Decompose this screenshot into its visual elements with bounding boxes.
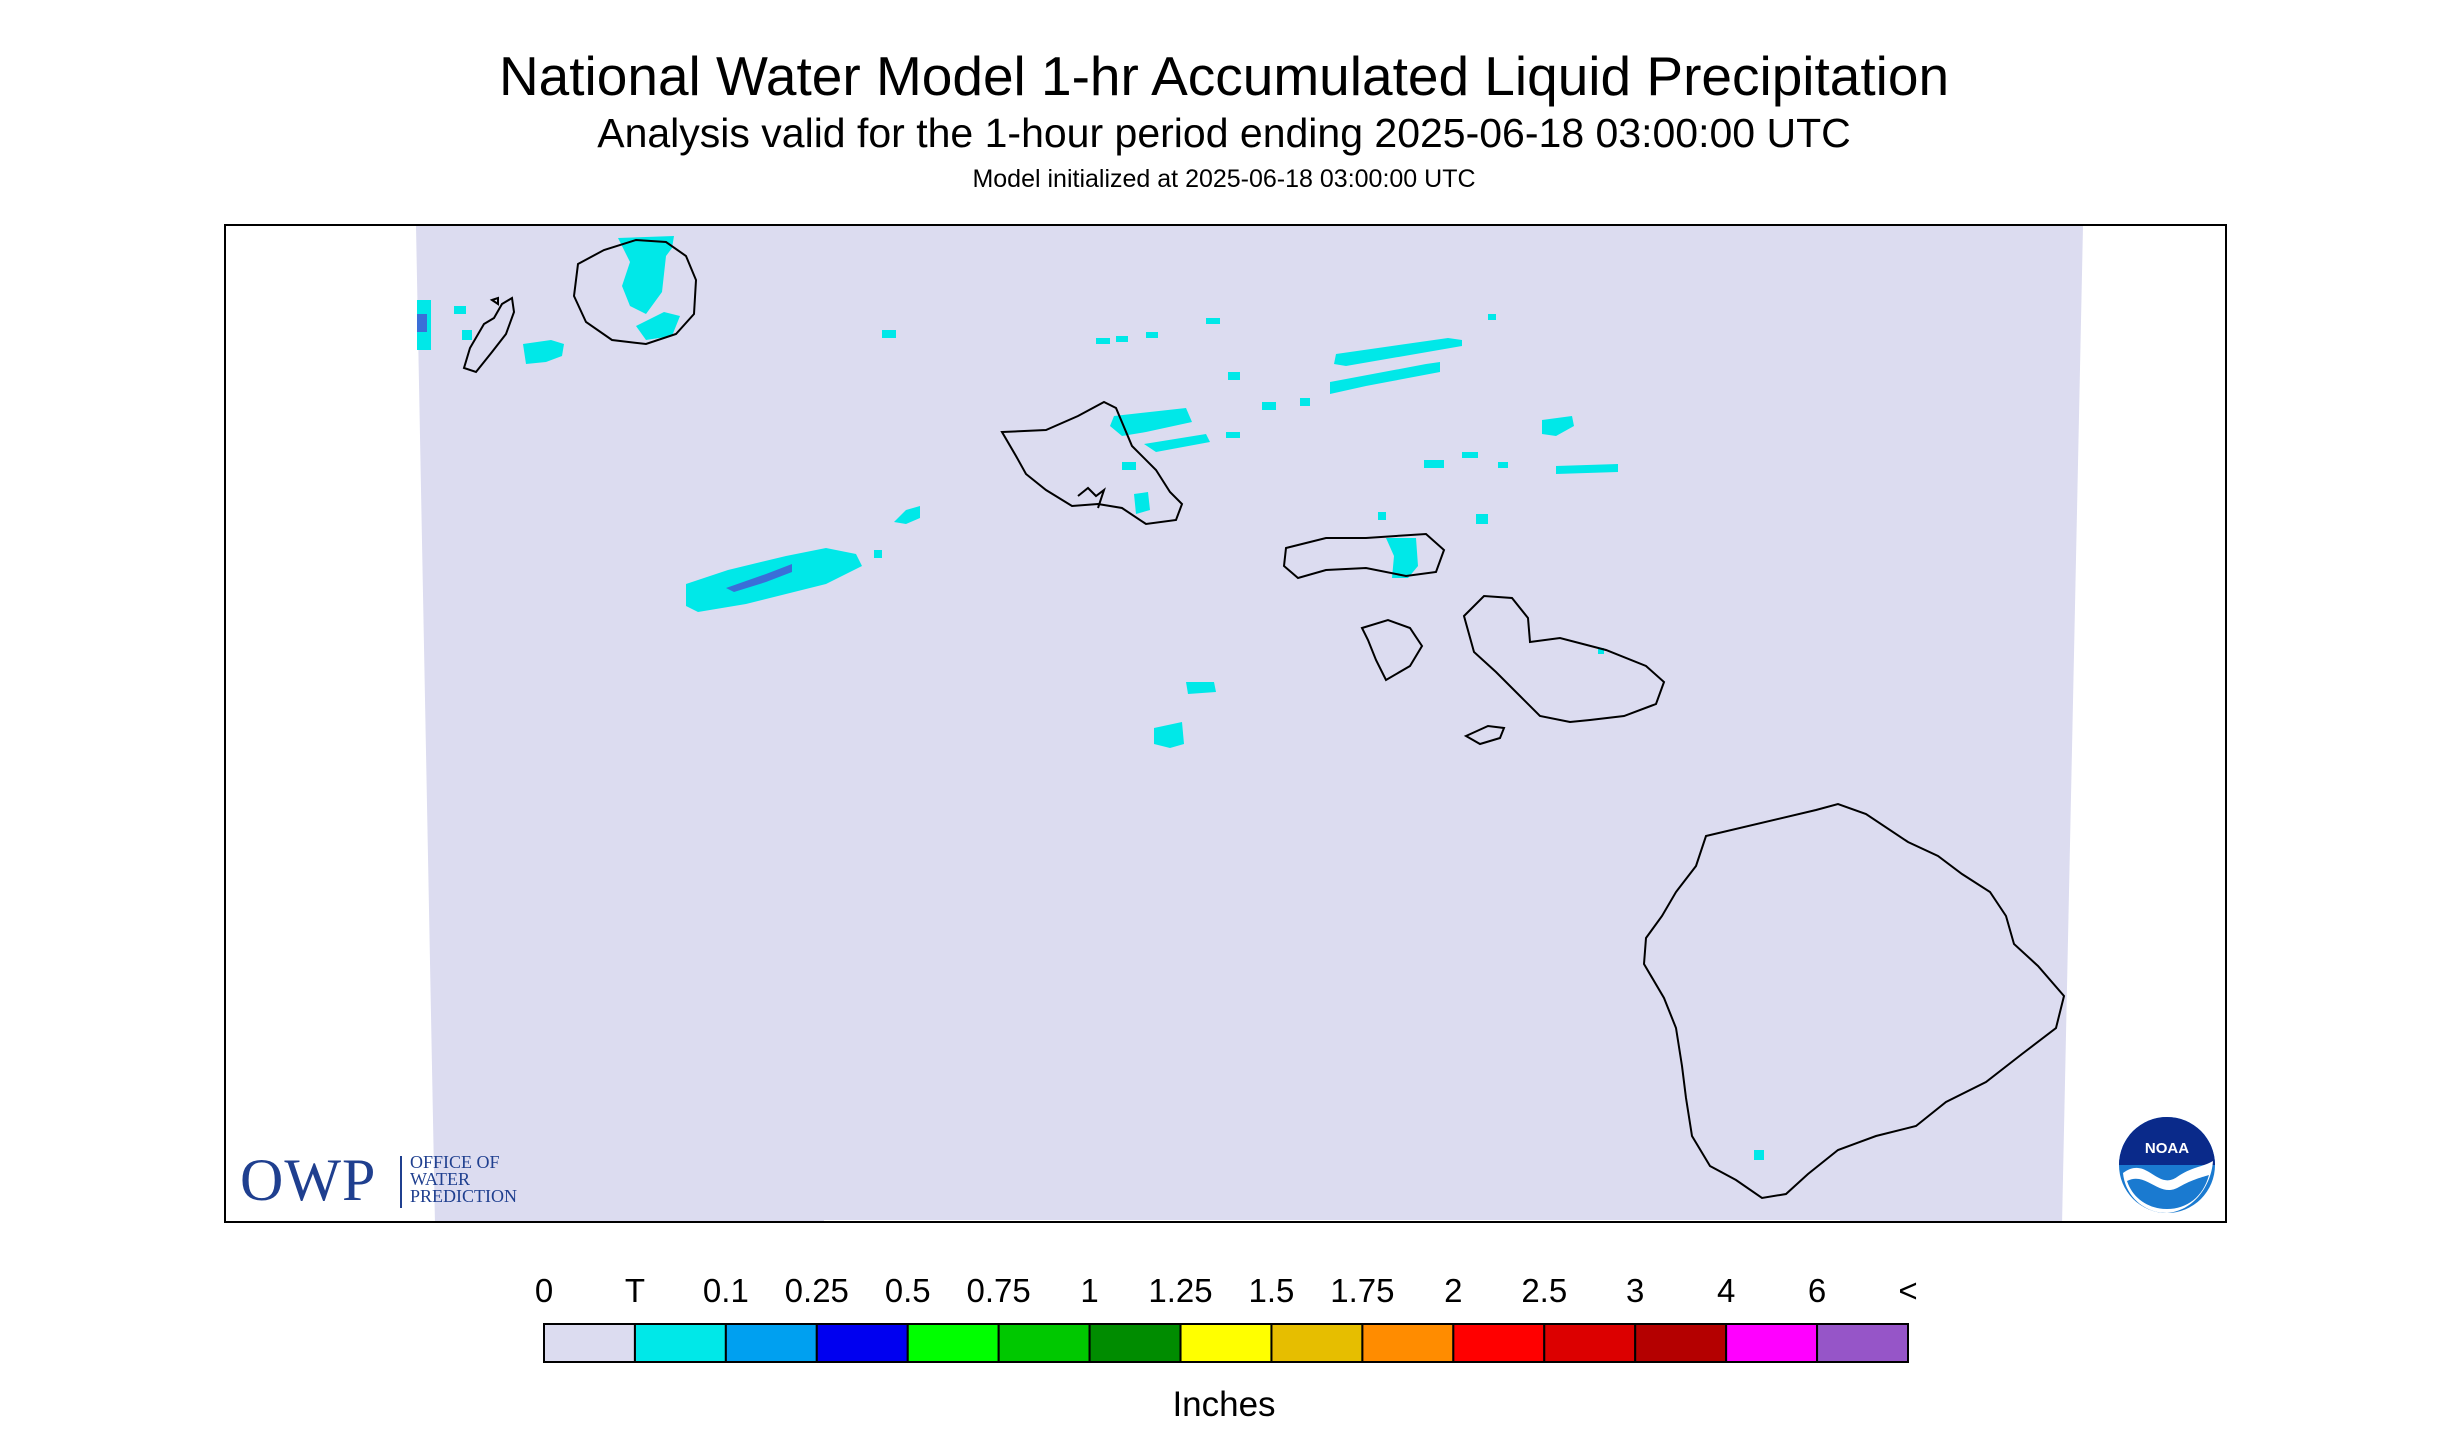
legend-tick-label: 1.5 (1248, 1272, 1295, 1309)
legend-swatch (997, 1323, 1091, 1363)
model-init-label: Model initialized at 2025-06-18 03:00:00… (972, 165, 1476, 193)
precip-cell (894, 506, 920, 524)
legend-swatch (815, 1323, 909, 1363)
coast-kauai (572, 238, 698, 346)
precip-cell (1378, 512, 1386, 520)
precip-cells (417, 236, 1764, 1160)
coast-lanai (1360, 618, 1424, 682)
precip-map (416, 226, 2083, 1221)
legend-tick-label: 2.5 (1521, 1272, 1568, 1309)
legend-swatch (1179, 1323, 1273, 1363)
noaa-logo-label: NOAA (2145, 1140, 2189, 1157)
owp-logo-line: PREDICTION (410, 1186, 517, 1206)
coast-maui (1462, 594, 1666, 724)
legend-tick-label: 4 (1716, 1272, 1736, 1309)
precip-cell (462, 330, 472, 340)
precip-cell (1476, 514, 1488, 524)
precip-cell (1096, 338, 1110, 344)
precip-cell (454, 306, 466, 314)
legend-tick-label: 0.1 (702, 1272, 749, 1309)
legend-swatch (633, 1323, 727, 1363)
legend-tick-label: 0.5 (884, 1272, 931, 1309)
coast-pearl-harbor (1077, 486, 1106, 509)
owp-logo-letters: OWP (240, 1147, 377, 1213)
legend-swatch (906, 1323, 1000, 1363)
coast-lehua (489, 296, 499, 306)
legend-swatch (1634, 1323, 1728, 1363)
precip-cell (1134, 492, 1150, 514)
precip-cell (1144, 434, 1210, 452)
map-title: National Water Model 1-hr Accumulated Li… (498, 45, 1950, 107)
legend-swatch (543, 1323, 636, 1363)
precip-cell (1146, 332, 1158, 338)
legend-tick-label: T (624, 1272, 646, 1309)
precip-cell (1122, 462, 1136, 470)
precip-cell (1542, 416, 1574, 436)
coast-oahu (1000, 400, 1184, 526)
legend-units: Inches (1172, 1385, 1276, 1424)
precip-cell (1226, 432, 1240, 438)
precip-cell (726, 564, 792, 592)
precip-cell (1186, 682, 1216, 694)
legend-tick-label: 0 (534, 1272, 554, 1309)
legend-colorbar (543, 1323, 1909, 1363)
coastlines (462, 238, 2066, 1200)
map-panel (224, 224, 2227, 1223)
owp-logo-divider (400, 1156, 402, 1208)
precip-cell (1116, 336, 1128, 342)
precip-cell (1330, 362, 1440, 394)
precip-cell (874, 550, 882, 558)
precip-cell (1754, 1150, 1764, 1160)
precip-cell (1424, 460, 1444, 468)
owp-logo-text: OFFICE OF WATER PREDICTION (410, 1152, 590, 1206)
precip-cell (1228, 372, 1240, 380)
coast-niihau (462, 296, 516, 374)
precip-cell (686, 548, 862, 612)
coast-molokai (1282, 532, 1446, 580)
precip-cell (1300, 398, 1310, 406)
precip-cell (1262, 402, 1276, 410)
legend-swatch (1816, 1323, 1909, 1363)
noaa-logo: NOAA (2119, 1117, 2215, 1213)
legend-swatch (1088, 1323, 1182, 1363)
legend-swatch (1452, 1323, 1546, 1363)
precip-cell (1206, 318, 1220, 324)
precip-cell (1462, 452, 1478, 458)
model-domain (416, 226, 2083, 1221)
legend-tick-label: 1 (1080, 1272, 1099, 1309)
legend-tick-label: 2 (1444, 1272, 1463, 1309)
precip-cell (636, 312, 680, 340)
legend-swatch (1361, 1323, 1455, 1363)
legend-tick-label: 1.25 (1148, 1272, 1213, 1309)
precip-cell (882, 330, 896, 338)
precip-cell (1498, 462, 1508, 468)
coast-kahoolawe (1463, 724, 1506, 746)
legend-tick-label: 6 (1807, 1272, 1827, 1309)
legend-tick-label: 0.75 (966, 1272, 1031, 1309)
precip-cell (1598, 648, 1604, 654)
precip-cell (1334, 338, 1462, 366)
precip-cell (1110, 408, 1192, 436)
precip-cell (523, 340, 564, 364)
legend-tick-label: 3 (1626, 1272, 1645, 1309)
legend-swatch (1725, 1323, 1819, 1363)
precip-cell (618, 236, 674, 314)
precip-cell (1154, 722, 1184, 748)
legend-swatch (1270, 1323, 1364, 1363)
legend-tick-label: 1.75 (1330, 1272, 1395, 1309)
legend-swatch (724, 1323, 818, 1363)
owp-logo-line: WATER (410, 1169, 470, 1189)
precip-cell (417, 314, 427, 332)
legend-tick-label: 0.25 (784, 1272, 849, 1309)
legend-tick-label: < (1898, 1272, 1918, 1309)
map-subtitle: Analysis valid for the 1-hour period end… (597, 110, 1851, 156)
precip-cell (1386, 538, 1418, 578)
legend-swatch (1543, 1323, 1637, 1363)
owp-logo-line: OFFICE OF (410, 1152, 500, 1172)
precip-cell (1556, 464, 1618, 474)
coast-hawaii (1642, 802, 2066, 1200)
precip-cell (1488, 314, 1496, 320)
